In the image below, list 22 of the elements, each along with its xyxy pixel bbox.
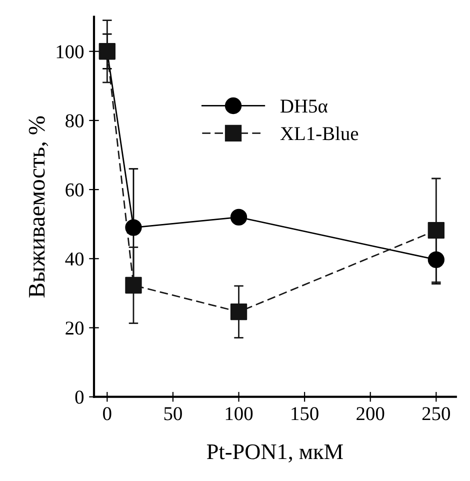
point: [230, 208, 248, 226]
point: [125, 219, 142, 236]
y-tick-label: 100: [56, 45, 84, 58]
y-tick-label: 80: [66, 114, 84, 128]
y-tick-label: 60: [66, 183, 84, 196]
y-tick-label: 0: [75, 390, 84, 404]
x-tick-label: 0: [103, 407, 112, 420]
point: [230, 304, 248, 320]
x-tick-label: 50: [164, 407, 182, 420]
x-axis-title: Pt-PON1, мкМ: [206, 444, 343, 462]
legend-label: DH5α: [280, 100, 328, 113]
point: [125, 276, 142, 294]
y-tick-label: 40: [65, 252, 84, 266]
x-tick-label: 100: [226, 407, 253, 420]
point: [428, 222, 444, 239]
point: [428, 251, 444, 268]
y-axis-title: Выживаемость, %: [28, 116, 48, 298]
x-tick-label: 250: [422, 407, 450, 420]
y-tick-label: 20: [66, 322, 84, 335]
x-tick-label: 200: [356, 407, 384, 420]
legend-label: XL1-Blue: [280, 126, 358, 140]
x-tick-label: 150: [292, 407, 318, 420]
